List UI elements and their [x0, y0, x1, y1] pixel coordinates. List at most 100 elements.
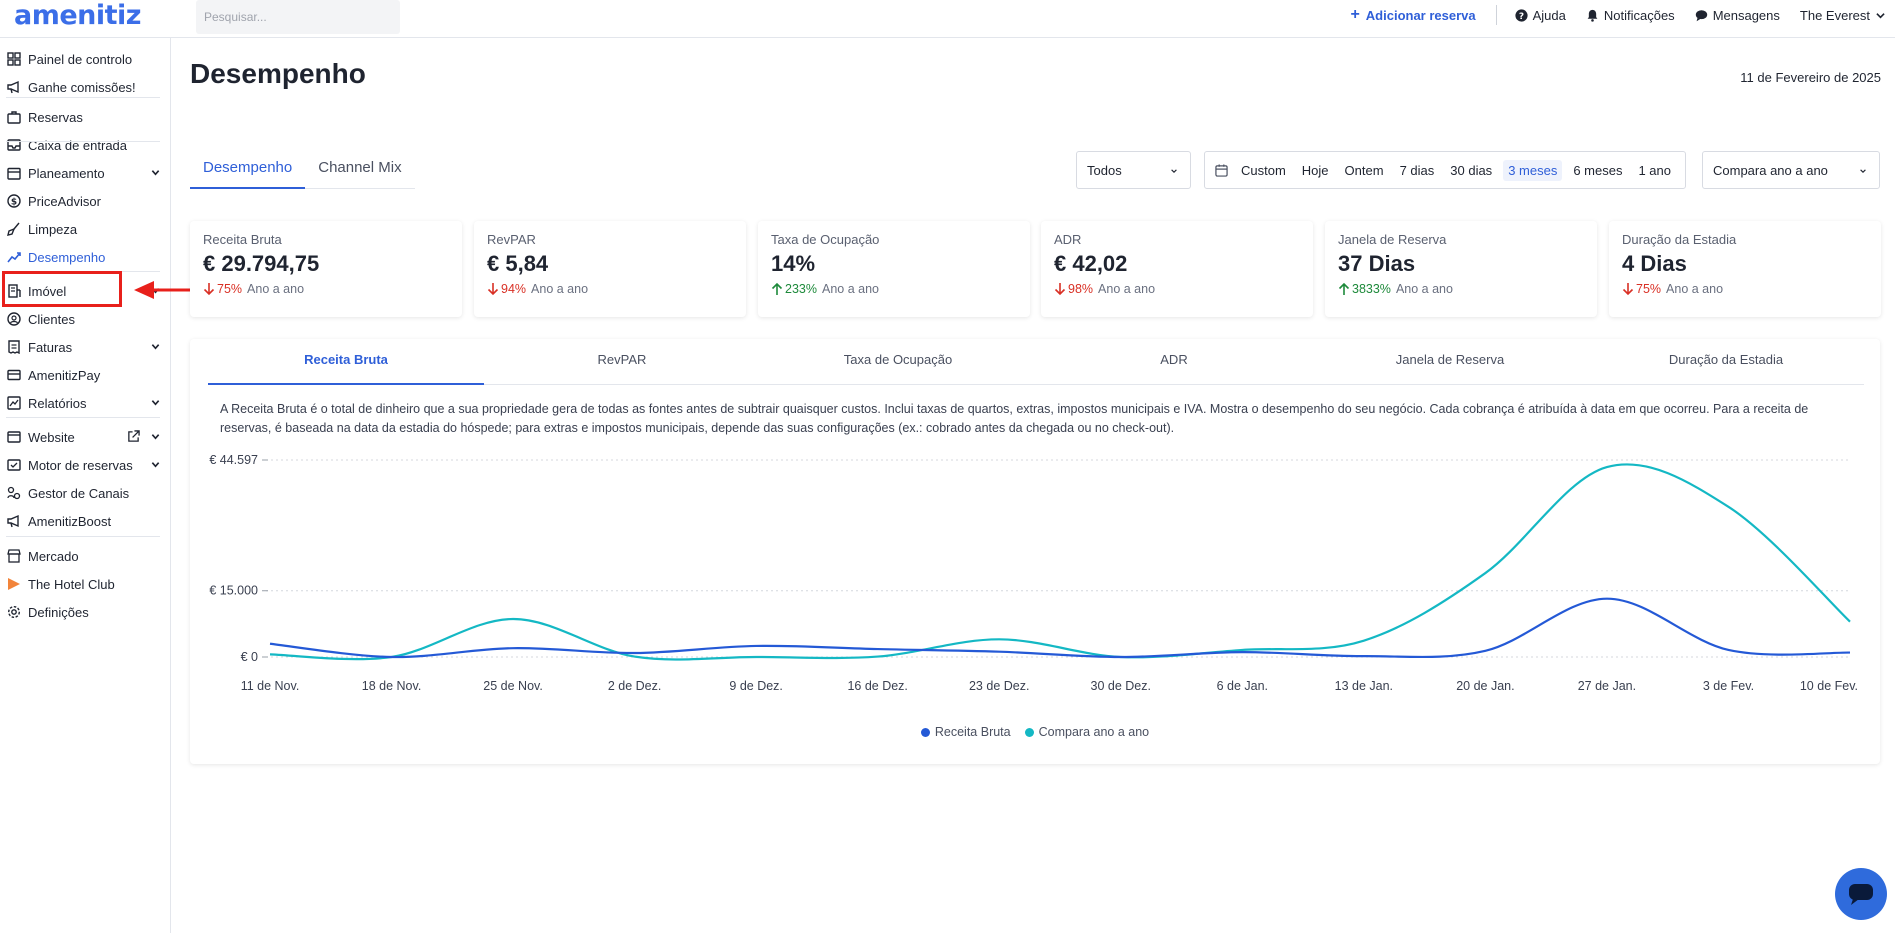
kpi-change-note: Ano a ano [1666, 282, 1724, 296]
kpi-card[interactable]: Janela de Reserva 37 Dias 3833% Ano a ano [1325, 221, 1597, 317]
kpi-value: 14% [771, 251, 816, 276]
range-option-hoje[interactable]: Hoje [1301, 162, 1329, 178]
add-reservation-button[interactable]: + Adicionar reserva [1350, 6, 1476, 23]
x-tick-label: 27 de Jan. [1578, 679, 1636, 693]
sidebar-item-label: Ganhe comissões! [28, 79, 136, 95]
channel-select[interactable]: Todos [1076, 151, 1191, 189]
sidebar-item-mercado[interactable]: Mercado [0, 543, 170, 569]
engine-icon [6, 457, 22, 473]
browser-icon [6, 429, 22, 445]
compare-select[interactable]: Compara ano a ano [1702, 151, 1880, 189]
report-icon [6, 395, 22, 411]
building-icon [6, 283, 22, 299]
range-option-6-meses[interactable]: 6 meses [1573, 162, 1623, 178]
sidebar-item-label: Gestor de Canais [28, 485, 130, 501]
chart-tab-revpar[interactable]: RevPAR [597, 352, 647, 367]
kpi-change-percent: 3833% [1352, 282, 1391, 296]
channels-icon [6, 485, 22, 501]
chart-tab-adr[interactable]: ADR [1160, 352, 1188, 367]
chart-description: A Receita Bruta é o total de dinheiro qu… [220, 402, 1809, 435]
sidebar: Painel de controlo Ganhe comissões! Reserv… [0, 38, 171, 933]
kpi-value: 4 Dias [1622, 251, 1687, 276]
sidebar-item-faturas[interactable]: Faturas [0, 334, 170, 360]
kpi-label: Janela de Reserva [1338, 232, 1447, 247]
kpi-change-note: Ano a ano [247, 282, 305, 296]
tab-channel-mix[interactable]: Channel Mix [318, 159, 402, 176]
arrow-up-icon [1338, 282, 1350, 295]
sidebar-item-amenitizpay[interactable]: AmenitizPay [0, 362, 170, 388]
series-line-compara-ano-a-ano [269, 463, 1851, 661]
sidebar-item-the-hotel-club[interactable]: The Hotel Club [0, 571, 170, 597]
sidebar-item-priceadvisor[interactable]: $ PriceAdvisor [0, 188, 170, 214]
range-option-custom[interactable]: Custom [1241, 162, 1286, 178]
kpi-label: Taxa de Ocupação [771, 232, 880, 247]
sidebar-item-amenitizboost[interactable]: AmenitizBoost [0, 508, 170, 534]
sidebar-item-label: Caixa de entrada [28, 137, 128, 153]
svg-text:?: ? [1519, 11, 1524, 21]
help-icon: ? [1515, 8, 1528, 21]
sidebar-item-reservas[interactable]: Reservas [0, 104, 170, 130]
sidebar-item-limpeza[interactable]: Limpeza [0, 216, 170, 242]
sidebar-item-clientes[interactable]: Clientes [0, 306, 170, 332]
chart-tab-duração-da-estadia[interactable]: Duração da Estadia [1668, 352, 1784, 367]
kpi-card[interactable]: ADR € 42,02 98% Ano a ano [1041, 221, 1313, 317]
messages-button[interactable]: Mensagens [1695, 8, 1780, 23]
sidebar-item-gestor-de-canais[interactable]: Gestor de Canais [0, 480, 170, 506]
sidebar-item-ganhe-comissões-[interactable]: Ganhe comissões! [0, 74, 170, 100]
hotel-selector[interactable]: The Everest [1800, 8, 1885, 23]
sidebar-item-label: Desempenho [28, 249, 106, 265]
sidebar-item-definições[interactable]: Definições [0, 599, 170, 625]
legend-label: Receita Bruta [934, 725, 1011, 739]
kpi-card[interactable]: Taxa de Ocupação 14% 233% Ano a ano [758, 221, 1030, 317]
legend-item[interactable]: Compara ano a ano [1024, 725, 1149, 739]
megaphone-icon [6, 79, 22, 95]
x-tick-label: 18 de Nov. [362, 679, 422, 693]
sidebar-item-label: AmenitizBoost [28, 513, 112, 529]
sidebar-item-painel-de-controlo[interactable]: Painel de controlo [0, 46, 170, 72]
sidebar-item-caixa-de-entrada[interactable]: Caixa de entrada [0, 132, 170, 158]
card-icon [6, 367, 22, 383]
kpi-card[interactable]: Receita Bruta € 29.794,75 75% Ano a ano [190, 221, 462, 317]
kpi-change-percent: 98% [1068, 282, 1094, 296]
kpi-card[interactable]: Duração da Estadia 4 Dias 75% Ano a ano [1609, 221, 1881, 317]
range-option-3-meses[interactable]: 3 meses [1503, 159, 1563, 181]
chart-tab-taxa-de-ocupação[interactable]: Taxa de Ocupação [843, 352, 953, 367]
kpi-change-note: Ano a ano [1098, 282, 1156, 296]
external-link-icon[interactable] [127, 430, 140, 443]
kpi-change-note: Ano a ano [821, 282, 879, 296]
chart-tab-receita-bruta[interactable]: Receita Bruta [208, 339, 484, 385]
kpi-label: RevPAR [487, 232, 536, 247]
sidebar-item-label: Definições [28, 604, 89, 620]
range-option-1-ano[interactable]: 1 ano [1638, 162, 1672, 178]
notifications-button[interactable]: Notificações [1586, 8, 1675, 23]
chart-tab-janela-de-reserva[interactable]: Janela de Reserva [1395, 352, 1505, 367]
kpi-change-percent: 233% [785, 282, 817, 296]
kpi-card[interactable]: RevPAR € 5,84 94% Ano a ano [474, 221, 746, 317]
chevron-down-icon [1171, 169, 1177, 173]
chevron-down-icon [1860, 169, 1866, 173]
amenitiz-logo[interactable]: amenitiz [14, 0, 142, 31]
sidebar-item-label: Relatórios [28, 395, 87, 411]
gear-icon [6, 604, 22, 620]
sidebar-item-website[interactable]: Website [0, 424, 170, 450]
legend-item[interactable]: Receita Bruta [920, 725, 1011, 739]
range-option-ontem[interactable]: Ontem [1344, 162, 1384, 178]
sidebar-item-motor-de-reservas[interactable]: Motor de reservas [0, 452, 170, 478]
sidebar-item-imóvel[interactable]: Imóvel [0, 278, 170, 304]
range-option-30-dias[interactable]: 30 dias [1450, 162, 1493, 178]
chat-support-button[interactable] [1835, 868, 1887, 920]
help-button[interactable]: ? Ajuda [1515, 8, 1566, 23]
sidebar-item-desempenho[interactable]: Desempenho [0, 244, 170, 270]
sidebar-item-planeamento[interactable]: Planeamento [0, 160, 170, 186]
tab-desempenho[interactable]: Desempenho [190, 152, 306, 189]
sidebar-item-relatórios[interactable]: Relatórios [0, 390, 170, 416]
page-title: Desempenho [190, 58, 366, 89]
sidebar-item-label: Limpeza [28, 221, 78, 237]
search-input[interactable] [196, 0, 400, 34]
users-icon [6, 311, 22, 327]
y-tick-label: € 44.597 [209, 453, 258, 467]
sidebar-item-label: Painel de controlo [28, 51, 133, 67]
kpi-change: 233% Ano a ano [771, 282, 1017, 296]
y-tick-label: € 0 [241, 650, 258, 664]
range-option-7-dias[interactable]: 7 dias [1399, 162, 1435, 178]
